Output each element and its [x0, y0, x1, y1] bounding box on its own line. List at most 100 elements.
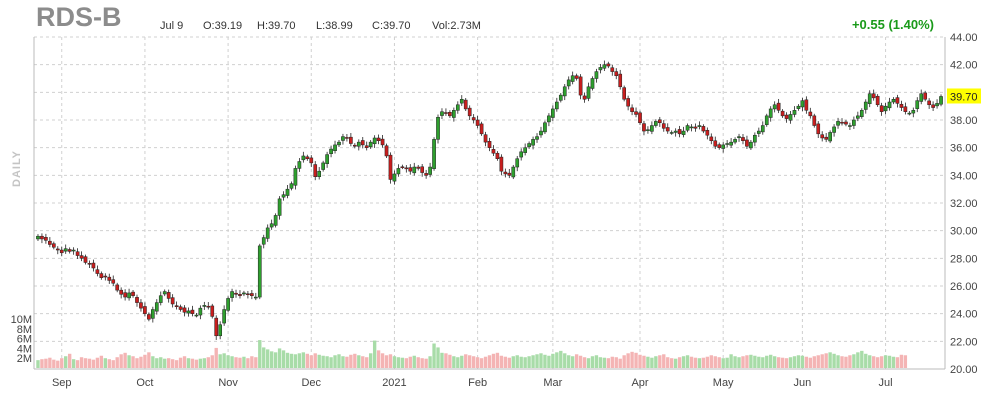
volume-bar — [511, 356, 515, 368]
volume-bar — [365, 357, 369, 368]
volume-bar — [313, 353, 317, 368]
volume-bar — [159, 357, 163, 368]
candle-body — [313, 164, 318, 177]
candle-body — [103, 275, 108, 278]
candle-body — [349, 136, 353, 144]
volume-bar — [729, 354, 733, 368]
candle-body — [170, 297, 175, 305]
candle-body — [919, 93, 924, 102]
candle-body — [333, 144, 337, 151]
quote-close: C:39.70 — [372, 20, 411, 32]
candle-body — [610, 67, 615, 72]
volume-bar — [99, 355, 104, 368]
volume-bar — [725, 357, 729, 368]
candle-body — [558, 94, 563, 101]
volume-bar — [765, 355, 769, 368]
volume-bar — [792, 356, 797, 368]
volume-bar — [254, 357, 258, 368]
quote-date: Jul 9 — [160, 20, 184, 32]
volume-bar — [460, 355, 464, 368]
volume-bar — [226, 355, 230, 368]
candle-body — [852, 119, 856, 126]
month-tick-label: Mar — [543, 377, 562, 389]
volume-bar — [844, 356, 848, 368]
volume-bar — [555, 352, 559, 368]
volume-bar — [56, 360, 60, 368]
volume-bar — [626, 353, 630, 368]
volume-bar — [174, 360, 179, 368]
candle-body — [420, 166, 425, 173]
price-tick-label: 36.00 — [950, 143, 978, 155]
candle-body — [741, 137, 745, 141]
candle-body — [123, 292, 127, 298]
candle-body — [416, 166, 421, 169]
candle-body — [745, 139, 749, 147]
candle-body — [51, 243, 56, 248]
volume-bar — [812, 356, 816, 368]
candle-body — [796, 105, 801, 109]
candle-body — [337, 141, 341, 146]
candle-body — [194, 314, 199, 317]
candle-body — [265, 227, 270, 239]
candle-body — [657, 119, 662, 124]
candle-body — [309, 157, 314, 164]
volume-bar — [574, 354, 579, 368]
candle-body — [135, 297, 139, 303]
volume-bar — [852, 354, 856, 368]
candle-body — [899, 103, 904, 108]
month-tick-label: Oct — [136, 377, 153, 389]
volume-bar — [139, 356, 143, 368]
candle-body — [491, 149, 496, 154]
volume-bar — [828, 352, 832, 368]
candle-body — [436, 116, 440, 140]
candle-body — [808, 111, 813, 117]
volume-bar — [269, 351, 274, 368]
candle-body — [253, 296, 258, 299]
price-tick-label: 26.00 — [950, 281, 978, 293]
candle-body — [301, 155, 306, 161]
volume-bar — [634, 352, 638, 368]
candle-body — [412, 166, 417, 174]
volume-bar — [40, 359, 44, 368]
volume-bar — [380, 353, 385, 368]
volume-bar — [610, 356, 614, 368]
volume-bar — [345, 356, 349, 368]
volume-bar — [444, 353, 448, 368]
volume-bar — [222, 353, 226, 368]
candle-body — [317, 170, 322, 177]
candle-body — [353, 144, 357, 147]
candle-body — [784, 114, 789, 119]
volume-bar — [95, 357, 100, 368]
candle-body — [614, 71, 619, 76]
volume-bar — [250, 356, 254, 368]
quote-high: H:39.70 — [257, 20, 296, 32]
volume-tick-label: 8M — [17, 324, 32, 336]
volume-bar — [614, 357, 618, 368]
volume-bar — [167, 358, 171, 368]
volume-bar — [602, 357, 607, 368]
volume-bar — [883, 355, 888, 368]
volume-bar — [440, 352, 444, 368]
volume-bar — [753, 355, 757, 368]
candle-body — [372, 137, 377, 145]
volume-bar — [111, 360, 115, 368]
month-tick-label: Feb — [468, 377, 487, 389]
volume-bar — [353, 353, 357, 368]
candle-body — [345, 137, 349, 139]
candle-body — [792, 110, 797, 115]
price-tick-label: 22.00 — [950, 336, 978, 348]
volume-bar — [547, 355, 551, 368]
volume-bar — [769, 354, 773, 368]
volume-bar — [531, 355, 535, 368]
volume-bar — [693, 357, 698, 368]
candle-body — [891, 99, 896, 103]
price-change: +0.55 (1.40%) — [851, 17, 934, 32]
candle-body — [669, 132, 674, 134]
volume-bar — [71, 359, 76, 368]
candle-body — [760, 125, 765, 133]
candle-body — [75, 251, 80, 256]
candle-body — [756, 130, 761, 134]
candle-body — [697, 125, 702, 127]
candle-body — [455, 104, 460, 111]
quote-volume: Vol:2.73M — [432, 20, 481, 32]
